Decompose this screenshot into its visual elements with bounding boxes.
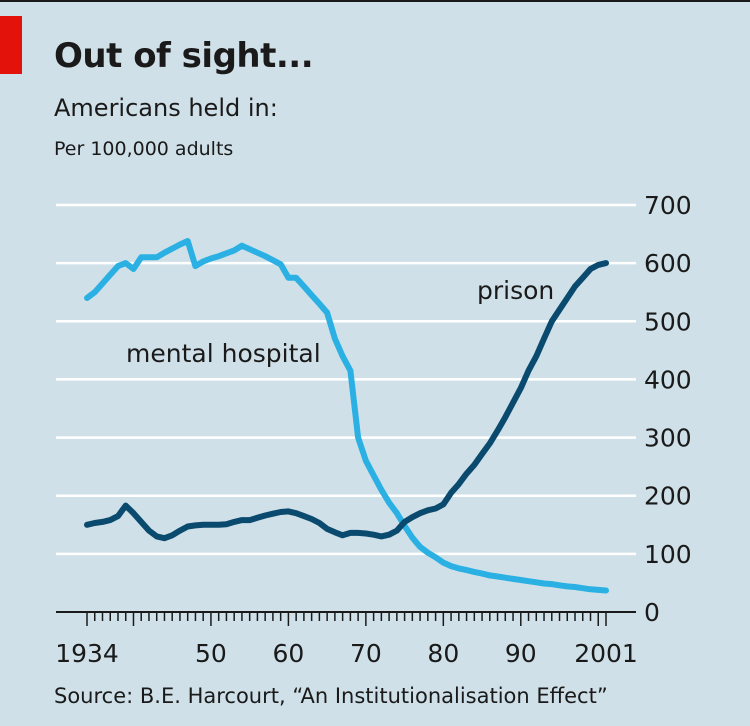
- y-tick-label-200: 200: [644, 482, 692, 511]
- x-tick-label-60: 60: [272, 639, 304, 668]
- y-tick-label-500: 500: [644, 307, 692, 336]
- x-axis: 1934 50 60 70 80 90 2001: [55, 611, 638, 668]
- mental-hospital-label: mental hospital: [126, 339, 321, 368]
- source-note: Source: B.E. Harcourt, “An Institutional…: [54, 684, 608, 708]
- series-lines: [84, 238, 609, 594]
- x-tick-label-80: 80: [427, 639, 459, 668]
- top-rule: [0, 0, 750, 2]
- prison-label: prison: [477, 276, 554, 305]
- x-tick-label-50: 50: [195, 639, 227, 668]
- x-tick-label-2001: 2001: [574, 639, 638, 668]
- y-tick-label-700: 700: [644, 191, 692, 220]
- gridlines: [56, 203, 636, 556]
- y-axis: 0 100 200 300 400 500 600 700: [644, 191, 692, 627]
- y-tick-label-100: 100: [644, 540, 692, 569]
- y-tick-label-600: 600: [644, 249, 692, 278]
- unit-label: Per 100,000 adults: [54, 138, 234, 160]
- x-tick-label-1934: 1934: [55, 639, 119, 668]
- x-tick-label-70: 70: [350, 639, 382, 668]
- chart-subtitle: Americans held in:: [54, 94, 278, 122]
- y-tick-label-300: 300: [644, 424, 692, 453]
- y-tick-label-400: 400: [644, 365, 692, 394]
- brand-red-tag: [0, 16, 22, 74]
- chart-title: Out of sight...: [54, 36, 314, 76]
- series-line-prison: [84, 260, 609, 542]
- y-tick-label-0: 0: [644, 598, 660, 627]
- x-tick-label-90: 90: [505, 639, 537, 668]
- series-line-mental-hospital: [84, 238, 609, 594]
